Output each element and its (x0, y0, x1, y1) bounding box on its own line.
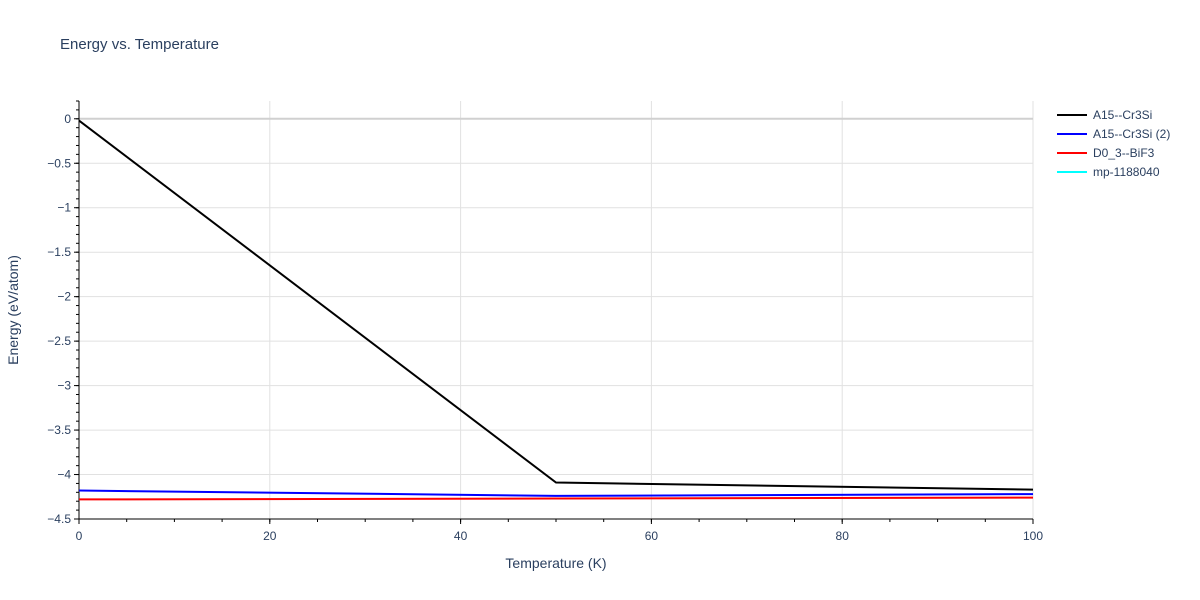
legend-label: A15--Cr3Si (2) (1093, 127, 1170, 141)
y-tick-label: −2 (57, 290, 71, 304)
chart-title: Energy vs. Temperature (60, 36, 219, 53)
x-tick-label: 0 (76, 529, 83, 543)
y-tick-label: −3 (57, 379, 71, 393)
x-tick-label: 20 (263, 529, 277, 543)
series-lines (78, 119, 1034, 501)
y-tick-label: −4.5 (47, 512, 71, 526)
x-tick-label: 60 (645, 529, 659, 543)
x-tick-label: 80 (836, 529, 850, 543)
legend-item[interactable]: A15--Cr3Si (1057, 108, 1152, 122)
y-tick-label: −2.5 (47, 334, 71, 348)
y-tick-label: −1.5 (47, 245, 71, 259)
legend-label: A15--Cr3Si (1093, 108, 1152, 122)
y-tick-label: −4 (57, 468, 71, 482)
legend[interactable]: A15--Cr3Si A15--Cr3Si (2) D0_3--BiF3 mp-118… (1057, 108, 1170, 179)
legend-item[interactable]: mp-1188040 (1057, 165, 1160, 179)
legend-label: mp-1188040 (1093, 165, 1160, 179)
legend-label: D0_3--BiF3 (1093, 146, 1155, 160)
legend-item[interactable]: A15--Cr3Si (2) (1057, 127, 1170, 141)
x-tick-label: 100 (1023, 529, 1043, 543)
y-tick-label: 0 (64, 112, 71, 126)
series-line (78, 489, 1034, 497)
legend-item[interactable]: D0_3--BiF3 (1057, 146, 1155, 160)
x-axis-title: Temperature (K) (505, 555, 606, 571)
y-tick-label: −1 (57, 201, 71, 215)
x-tick-label: 40 (454, 529, 468, 543)
y-axis-title: Energy (eV/atom) (5, 255, 21, 365)
grid (79, 101, 1034, 520)
series-line (78, 119, 1034, 491)
y-tick-label: −3.5 (47, 423, 71, 437)
series-line (78, 496, 1034, 501)
y-tick-label: −0.5 (47, 156, 71, 170)
axes: 0 −0.5 −1 −1.5 −2 −2.5 −3 −3.5 −4 −4.5 0 20 40 60 80 10… (47, 100, 1043, 543)
